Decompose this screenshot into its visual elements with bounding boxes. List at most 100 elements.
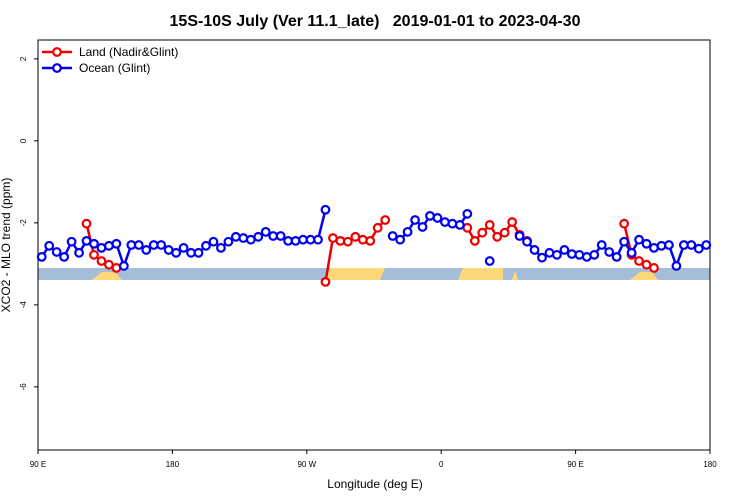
point: [596, 240, 607, 250]
point: [133, 240, 144, 250]
point: [380, 215, 391, 225]
point: [447, 218, 458, 229]
x-tick-label: 180: [166, 460, 180, 469]
point: [216, 242, 226, 253]
point: [537, 252, 547, 263]
point: [686, 240, 697, 250]
legend-label: Land (Nadir&Glint): [79, 45, 178, 59]
point: [66, 236, 77, 247]
point: [89, 238, 99, 249]
point: [208, 236, 219, 247]
point: [372, 222, 383, 233]
point: [552, 249, 562, 260]
point: [320, 204, 331, 215]
point: [357, 234, 368, 245]
point: [619, 218, 630, 229]
point: [193, 247, 204, 258]
x-tick-label: 90 E: [30, 460, 46, 469]
point: [313, 234, 323, 245]
point: [156, 240, 167, 250]
y-tick-label: -4: [19, 301, 28, 309]
point: [499, 227, 510, 238]
point: [118, 261, 129, 271]
point: [522, 236, 532, 247]
land-band: [92, 272, 122, 280]
point: [178, 242, 189, 253]
y-tick-label: 2: [19, 56, 28, 61]
point: [387, 231, 398, 241]
point: [81, 218, 92, 229]
point: [141, 245, 152, 255]
point: [671, 261, 682, 271]
point: [641, 238, 652, 249]
point: [432, 213, 443, 223]
point: [701, 240, 712, 250]
point: [469, 235, 480, 246]
x-tick-label: 90 W: [297, 460, 316, 469]
point: [462, 208, 473, 219]
point: [492, 231, 503, 242]
legend-marker: [52, 63, 62, 73]
point: [201, 240, 211, 251]
point: [223, 236, 234, 247]
point: [417, 222, 428, 232]
point: [634, 234, 644, 245]
point: [693, 243, 704, 254]
point: [89, 249, 99, 260]
point: [402, 226, 413, 237]
land-band: [630, 272, 658, 280]
point: [275, 231, 286, 241]
point: [74, 247, 84, 258]
point: [104, 259, 114, 270]
land-band: [458, 268, 503, 280]
point: [290, 235, 301, 246]
legend-label: Ocean (Glint): [79, 61, 150, 75]
point: [626, 247, 637, 258]
point: [260, 226, 271, 237]
point: [410, 215, 420, 225]
point: [611, 251, 622, 262]
point: [253, 231, 264, 242]
point: [454, 220, 465, 230]
land-band: [326, 268, 385, 280]
point: [477, 227, 488, 238]
legend-marker: [52, 47, 62, 57]
point: [320, 277, 331, 287]
point: [59, 251, 70, 262]
point: [664, 240, 674, 250]
x-tick-label: 0: [439, 460, 444, 469]
chart-title: 15S-10S July (Ver 11.1_late) 2019-01-01 …: [170, 13, 581, 30]
point: [342, 236, 353, 247]
x-tick-label: 180: [703, 460, 717, 469]
y-axis-label: XCO2 - MLO trend (ppm): [0, 178, 13, 313]
x-tick-label: 90 E: [567, 460, 583, 469]
point: [111, 238, 122, 249]
point: [230, 231, 241, 242]
y-tick-label: -2: [19, 219, 28, 227]
point: [365, 235, 376, 246]
point: [649, 263, 659, 273]
point: [44, 240, 55, 251]
point: [51, 247, 62, 257]
point: [559, 245, 570, 255]
y-tick-label: 0: [19, 138, 28, 143]
point: [36, 251, 47, 262]
point: [484, 220, 495, 230]
land-band: [512, 270, 518, 280]
land-ocean-band: [38, 268, 710, 280]
point: [634, 256, 644, 266]
point: [484, 256, 495, 266]
point: [395, 234, 406, 245]
y-tick-label: -6: [19, 383, 28, 391]
point: [171, 247, 182, 258]
x-axis-label: Longitude (deg E): [327, 477, 422, 491]
point: [238, 233, 249, 243]
point: [604, 247, 615, 257]
point: [440, 217, 450, 227]
point: [641, 259, 652, 270]
point: [514, 231, 525, 241]
point: [507, 217, 518, 227]
point: [96, 256, 107, 266]
